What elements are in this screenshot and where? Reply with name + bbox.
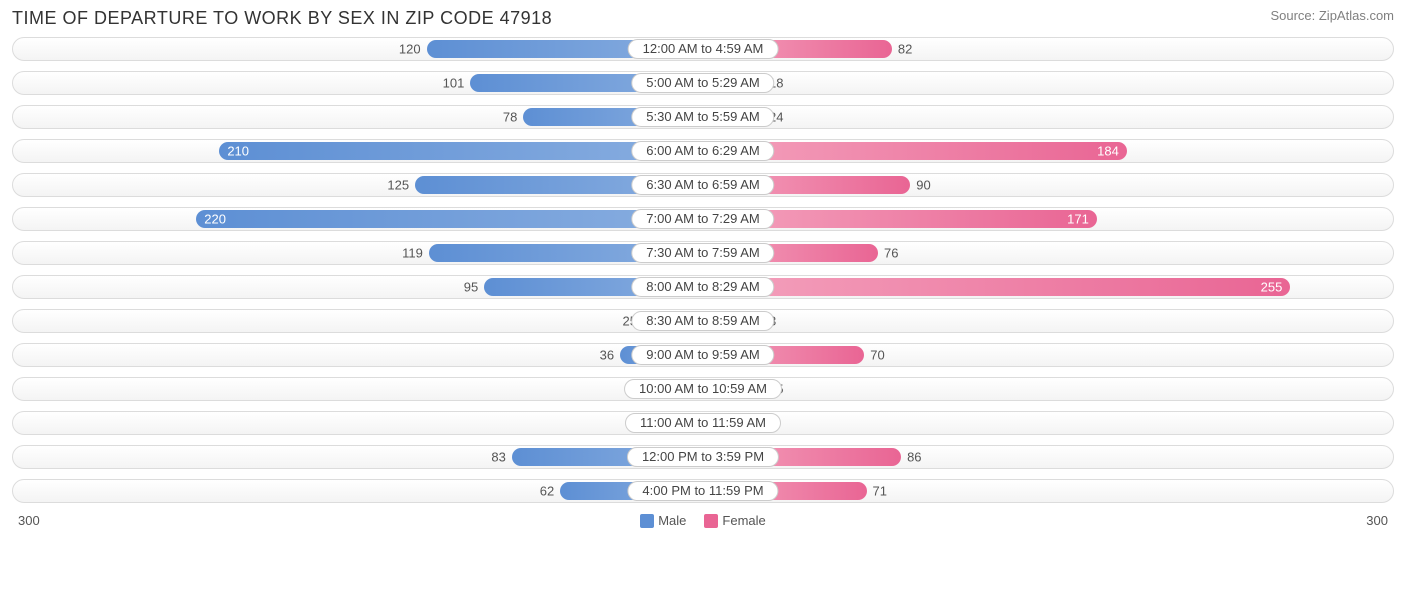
male-value: 119	[402, 246, 423, 261]
female-value: 76	[884, 246, 898, 261]
time-range-label: 5:00 AM to 5:29 AM	[631, 73, 774, 93]
chart-row: 12:00 PM to 3:59 PM 83 86	[12, 445, 1394, 469]
chart-row: 4:00 PM to 11:59 PM 62 71	[12, 479, 1394, 503]
time-range-label: 7:00 AM to 7:29 AM	[631, 209, 774, 229]
male-bar: 220	[196, 210, 703, 228]
male-value: 120	[399, 42, 421, 57]
legend-label-male: Male	[658, 513, 686, 528]
axis-right-max: 300	[1366, 513, 1388, 528]
chart-row: 11:00 AM to 11:59 AM00	[12, 411, 1394, 435]
female-value: 70	[870, 348, 884, 363]
female-value: 184	[1097, 144, 1119, 159]
female-value: 255	[1261, 280, 1283, 295]
chart-row: 6:30 AM to 6:59 AM 125 90	[12, 173, 1394, 197]
female-swatch	[704, 514, 718, 528]
time-range-label: 9:00 AM to 9:59 AM	[631, 345, 774, 365]
male-value: 101	[443, 76, 465, 91]
male-value: 95	[464, 280, 478, 295]
time-range-label: 5:30 AM to 5:59 AM	[631, 107, 774, 127]
legend-label-female: Female	[722, 513, 765, 528]
time-range-label: 11:00 AM to 11:59 AM	[625, 413, 781, 433]
male-value: 220	[204, 212, 226, 227]
time-range-label: 10:00 AM to 10:59 AM	[624, 379, 782, 399]
time-range-label: 6:00 AM to 6:29 AM	[631, 141, 774, 161]
female-value: 90	[916, 178, 930, 193]
time-range-label: 8:00 AM to 8:29 AM	[631, 277, 774, 297]
time-range-label: 6:30 AM to 6:59 AM	[631, 175, 774, 195]
time-range-label: 7:30 AM to 7:59 AM	[631, 243, 774, 263]
axis-left-max: 300	[18, 513, 40, 528]
female-value: 171	[1067, 212, 1089, 227]
chart-row: 12:00 AM to 4:59 AM 120 82	[12, 37, 1394, 61]
time-range-label: 12:00 PM to 3:59 PM	[627, 447, 779, 467]
time-range-label: 12:00 AM to 4:59 AM	[628, 39, 779, 59]
legend-item-female: Female	[704, 513, 765, 528]
diverging-bar-chart: 12:00 AM to 4:59 AM 120 82 5:00 AM to 5:29 …	[12, 37, 1394, 503]
male-value: 83	[491, 450, 505, 465]
male-value: 62	[540, 484, 554, 499]
chart-row: 5:30 AM to 5:59 AM7824	[12, 105, 1394, 129]
male-value: 36	[600, 348, 614, 363]
male-swatch	[640, 514, 654, 528]
male-value: 125	[387, 178, 409, 193]
female-value: 82	[898, 42, 912, 57]
chart-row: 8:30 AM to 8:59 AM253	[12, 309, 1394, 333]
chart-row: 9:00 AM to 9:59 AM 36 70	[12, 343, 1394, 367]
source-label: Source: ZipAtlas.com	[1270, 8, 1394, 23]
male-value: 210	[227, 144, 249, 159]
time-range-label: 4:00 PM to 11:59 PM	[627, 481, 778, 501]
chart-row: 7:00 AM to 7:29 AM 220 171	[12, 207, 1394, 231]
female-value: 86	[907, 450, 921, 465]
axis-row: 300 Male Female 300	[12, 513, 1394, 528]
chart-row: 6:00 AM to 6:29 AM 210 184	[12, 139, 1394, 163]
chart-row: 7:30 AM to 7:59 AM 119 76	[12, 241, 1394, 265]
chart-row: 8:00 AM to 8:29 AM 95 255	[12, 275, 1394, 299]
chart-title: TIME OF DEPARTURE TO WORK BY SEX IN ZIP …	[12, 8, 552, 29]
chart-row: 5:00 AM to 5:29 AM10118	[12, 71, 1394, 95]
time-range-label: 8:30 AM to 8:59 AM	[631, 311, 774, 331]
female-value: 71	[873, 484, 887, 499]
female-bar: 255	[703, 278, 1290, 296]
legend: Male Female	[640, 513, 766, 528]
chart-row: 10:00 AM to 10:59 AM015	[12, 377, 1394, 401]
male-value: 78	[503, 110, 517, 125]
legend-item-male: Male	[640, 513, 686, 528]
